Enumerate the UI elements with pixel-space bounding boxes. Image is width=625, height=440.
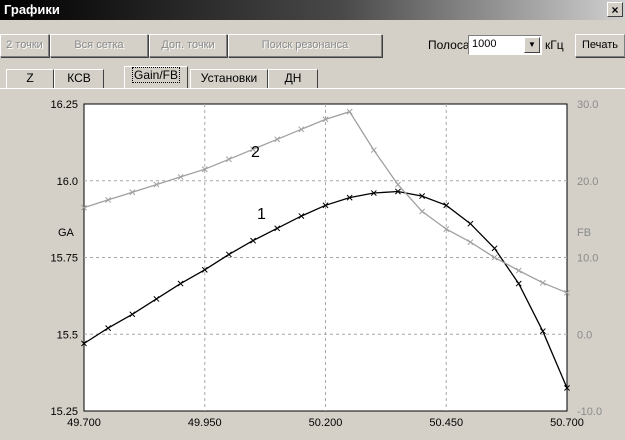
series-2-point [539, 279, 546, 286]
series-2-point [370, 147, 377, 154]
series-1-point [225, 251, 232, 258]
series-1-point [394, 188, 401, 195]
series-2-label: 2 [251, 144, 260, 161]
right-tick-label: 10.0 [577, 253, 598, 265]
series-2-point [346, 108, 353, 115]
right-axis-ticks: 30.0 20.0 10.0 0.0 -10.0 [577, 99, 602, 418]
full-grid-button[interactable]: Вся сетка [50, 34, 148, 57]
series-2-point [322, 116, 329, 123]
series-1-point [346, 194, 353, 201]
tab-gain-fb-label: Gain/FB [131, 67, 180, 83]
series-1-point [370, 190, 377, 196]
left-tick-label: 15.5 [57, 329, 78, 341]
series-1-point [298, 213, 305, 220]
right-tick-label: 20.0 [577, 176, 598, 188]
right-tick-label: 30.0 [577, 99, 598, 111]
series-2-point [274, 136, 281, 143]
right-tick-label: 0.0 [577, 329, 592, 341]
series-1-point [105, 325, 112, 332]
series-1-point [129, 311, 136, 318]
series-2-point [443, 226, 450, 233]
series-1-label: 1 [257, 206, 266, 223]
series-2-point [298, 126, 305, 133]
gain-fb-chart: 16.25 16.0 15.75 15.5 15.25 30.0 20.0 10.0 0.0 -… [50, 99, 602, 429]
series-2-point [394, 181, 401, 188]
x-tick-label: 50.450 [429, 417, 463, 429]
right-tick-label: -10.0 [577, 406, 602, 418]
band-value: 1000 [472, 38, 497, 50]
toolbar: 2 точки Вся сетка Доп. точки Поиск резон… [0, 20, 625, 62]
series-1-point [81, 340, 87, 347]
series-2-point [491, 254, 498, 261]
left-axis-ticks: 16.25 16.0 15.75 15.5 15.25 [50, 99, 78, 418]
series-1-point [564, 385, 570, 391]
two-points-button[interactable]: 2 точки [0, 34, 49, 57]
tab-divider [0, 88, 625, 89]
series-1-point [539, 328, 546, 335]
series-2-point [467, 239, 474, 246]
series-1-point [467, 220, 474, 227]
extra-points-button[interactable]: Доп. точки [149, 34, 227, 57]
series-2-point [201, 166, 208, 173]
print-button[interactable]: Печать [575, 34, 625, 57]
series-1-point [443, 202, 450, 209]
tab-settings[interactable]: Установки [190, 69, 268, 88]
series-2-point [250, 146, 257, 153]
left-tick-label: 16.25 [50, 99, 78, 111]
series-1-point [250, 237, 257, 244]
tab-pattern[interactable]: ДН [268, 69, 318, 88]
series-2-point [564, 289, 570, 296]
series-2-point [129, 189, 136, 196]
tab-z[interactable]: Z [6, 69, 54, 88]
close-button[interactable]: × [607, 2, 623, 17]
window-title: Графики [4, 2, 60, 17]
right-axis-label: FB [577, 227, 591, 239]
series-1-point [274, 225, 281, 232]
left-tick-label: 15.75 [50, 253, 78, 265]
x-tick-label: 49.950 [188, 417, 222, 429]
x-tick-label: 49.700 [67, 417, 101, 429]
series-1-point [491, 245, 498, 252]
band-select[interactable]: 1000 ▼ [468, 35, 542, 55]
title-bar: Графики × [0, 0, 625, 20]
series-1-point [419, 193, 426, 200]
tab-gain-fb[interactable]: Gain/FB [124, 66, 188, 88]
unit-label: кГц [545, 38, 564, 52]
x-tick-label: 50.200 [309, 417, 343, 429]
series-1-point [515, 280, 522, 287]
tab-swr[interactable]: КСВ [54, 69, 104, 88]
series-2-point [225, 156, 232, 163]
series-2-point [419, 208, 426, 215]
band-label: Полоса [428, 38, 470, 52]
x-tick-label: 50.700 [550, 417, 584, 429]
series-2-point [105, 196, 112, 203]
series-1-point [201, 266, 208, 273]
resonance-search-button[interactable]: Поиск резонанса [228, 34, 382, 57]
left-tick-label: 16.0 [57, 176, 78, 188]
series-2-point [81, 204, 87, 211]
dropdown-arrow-icon[interactable]: ▼ [524, 37, 540, 53]
series-group [81, 108, 570, 391]
series-1-point [322, 202, 329, 209]
series-2-point [153, 181, 160, 188]
tab-strip: Z КСВ Gain/FB Установки ДН [0, 66, 625, 90]
grid [84, 104, 567, 411]
series-2-point [177, 173, 184, 180]
x-axis-ticks: 49.700 49.950 50.200 50.450 50.700 [67, 417, 584, 429]
series-2-point [515, 267, 522, 274]
series-1-point [177, 280, 184, 287]
left-axis-label: GA [58, 227, 75, 239]
left-tick-label: 15.25 [50, 406, 78, 418]
series-1-point [153, 295, 160, 302]
